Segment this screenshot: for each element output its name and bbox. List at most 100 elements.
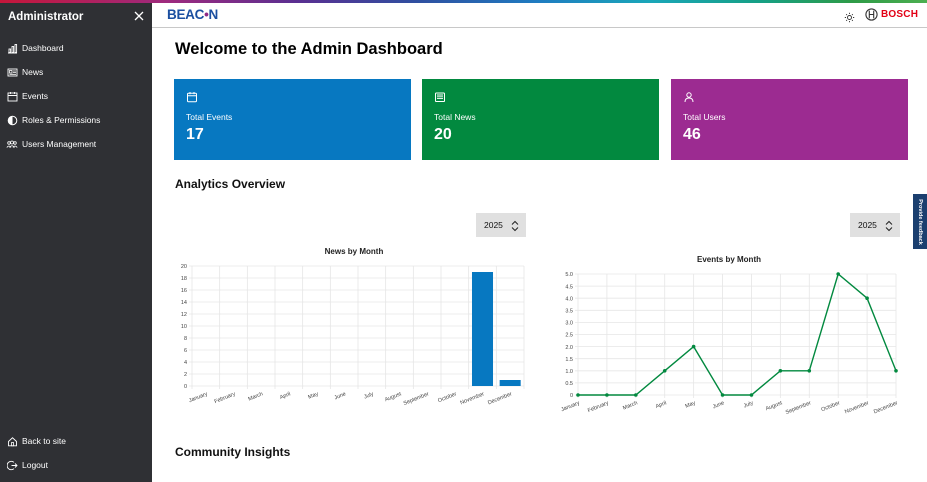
half-circle-icon — [6, 114, 18, 126]
x-tick-label: July — [363, 391, 375, 400]
sun-icon[interactable] — [844, 10, 855, 23]
y-tick-label: 0.5 — [565, 381, 573, 387]
data-point — [807, 369, 812, 373]
x-tick-label: August — [765, 400, 784, 412]
sidebar-item-label: Roles & Permissions — [22, 115, 101, 125]
sidebar-item-users-management[interactable]: Users Management — [0, 134, 152, 154]
x-tick-label: March — [622, 400, 638, 411]
stat-card-value: 17 — [186, 126, 204, 143]
sidebar: Administrator Dashboard News Events Role… — [0, 0, 152, 482]
x-tick-label: November — [844, 400, 870, 415]
y-tick-label: 1.5 — [565, 357, 573, 363]
x-tick-label: September — [785, 400, 812, 416]
y-tick-label: 14 — [181, 300, 187, 306]
y-tick-label: 18 — [181, 276, 187, 282]
data-point — [662, 369, 667, 373]
stat-card-label: Total Events — [186, 112, 233, 122]
sidebar-item-label: Back to site — [22, 436, 66, 446]
y-tick-label: 0 — [184, 384, 187, 390]
y-tick-label: 8 — [184, 336, 187, 342]
y-tick-label: 12 — [181, 312, 187, 318]
x-tick-label: July — [743, 400, 755, 409]
logout-icon — [6, 459, 18, 471]
x-tick-label: May — [685, 400, 697, 410]
y-tick-label: 10 — [181, 324, 187, 330]
stat-card-value: 46 — [683, 126, 701, 143]
provide-feedback-button[interactable]: Provide feedback — [913, 194, 927, 249]
sidebar-item-roles-permissions[interactable]: Roles & Permissions — [0, 110, 152, 130]
x-tick-label: January — [560, 400, 581, 413]
stat-card-events: Total Events 17 — [174, 79, 411, 160]
x-tick-label: October — [821, 400, 842, 413]
bar — [471, 272, 494, 386]
sidebar-header: Administrator — [0, 3, 152, 29]
x-tick-label: April — [655, 400, 667, 410]
calendar-icon — [6, 90, 18, 102]
y-tick-label: 4 — [184, 360, 187, 366]
x-tick-label: March — [247, 391, 263, 402]
news-by-month-chart: News by Month 0 2 4 6 8 10 12 14 16 18 20 January F… — [181, 247, 525, 407]
x-tick-label: October — [437, 391, 458, 404]
y-tick-label: 4.5 — [565, 284, 573, 290]
sidebar-item-back-to-site[interactable]: Back to site — [0, 431, 152, 451]
bosch-wordmark: BOSCH — [881, 9, 919, 20]
y-tick-label: 2 — [184, 372, 187, 378]
stat-card-news: Total News 20 — [422, 79, 659, 160]
bar-chart-icon — [6, 42, 18, 54]
year-value: 2025 — [858, 220, 877, 230]
stat-card-label: Total News — [434, 112, 476, 122]
events-by-month-chart: Events by Month 0 0.5 1.0 1.5 2.0 2.5 3.0 3.5 4.… — [560, 255, 899, 416]
community-insights-title: Community Insights — [175, 445, 291, 459]
bar — [499, 380, 521, 386]
beacon-logo[interactable]: BEAC•N — [167, 7, 218, 22]
data-point — [720, 393, 725, 397]
brand-stripe — [0, 0, 927, 3]
data-point — [605, 393, 609, 397]
sidebar-item-news[interactable]: News — [0, 62, 152, 82]
stat-card-users: Total Users 46 — [671, 79, 908, 160]
data-point — [865, 296, 869, 300]
bosch-logo-icon — [865, 8, 878, 21]
x-tick-label: February — [587, 400, 610, 414]
y-tick-label: 3.5 — [565, 309, 573, 315]
chart-title: Events by Month — [697, 255, 761, 264]
user-icon — [683, 90, 695, 103]
x-tick-label: September — [403, 391, 430, 407]
x-tick-label: April — [279, 391, 291, 401]
bosch-brand: BOSCH — [865, 8, 918, 21]
stat-card-label: Total Users — [683, 112, 726, 122]
x-tick-label: June — [712, 400, 725, 410]
newspaper-icon — [434, 90, 446, 102]
series-line — [578, 272, 897, 396]
chart-title: News by Month — [325, 247, 384, 256]
x-tick-label: August — [384, 391, 403, 403]
news-year-select[interactable]: 2025 — [476, 213, 526, 237]
y-tick-label: 0 — [570, 393, 573, 399]
sidebar-item-label: News — [22, 67, 44, 77]
sidebar-item-label: Logout — [22, 460, 48, 470]
feedback-label: Provide feedback — [917, 198, 923, 245]
data-point — [749, 393, 754, 397]
sidebar-item-events[interactable]: Events — [0, 86, 152, 106]
x-tick-label: June — [334, 391, 347, 401]
x-tick-label: May — [307, 391, 319, 401]
chevron-updown-icon — [511, 219, 519, 232]
data-point — [894, 369, 898, 373]
x-tick-label: November — [459, 391, 485, 406]
y-tick-label: 16 — [181, 288, 187, 294]
y-tick-label: 2.5 — [565, 333, 573, 339]
newspaper-icon — [6, 66, 18, 78]
sidebar-item-label: Dashboard — [22, 43, 64, 53]
sidebar-item-logout[interactable]: Logout — [0, 455, 152, 475]
data-point — [778, 369, 783, 373]
data-point — [691, 344, 696, 349]
page-title: Welcome to the Admin Dashboard — [175, 40, 443, 58]
close-icon[interactable] — [132, 9, 146, 23]
y-tick-label: 4.0 — [565, 296, 573, 302]
events-year-select[interactable]: 2025 — [850, 213, 900, 237]
y-tick-label: 6 — [184, 348, 187, 354]
top-bar: BEAC•N BOSCH — [152, 3, 927, 28]
data-point — [634, 393, 638, 397]
sidebar-item-dashboard[interactable]: Dashboard — [0, 38, 152, 58]
calendar-icon — [186, 90, 198, 103]
